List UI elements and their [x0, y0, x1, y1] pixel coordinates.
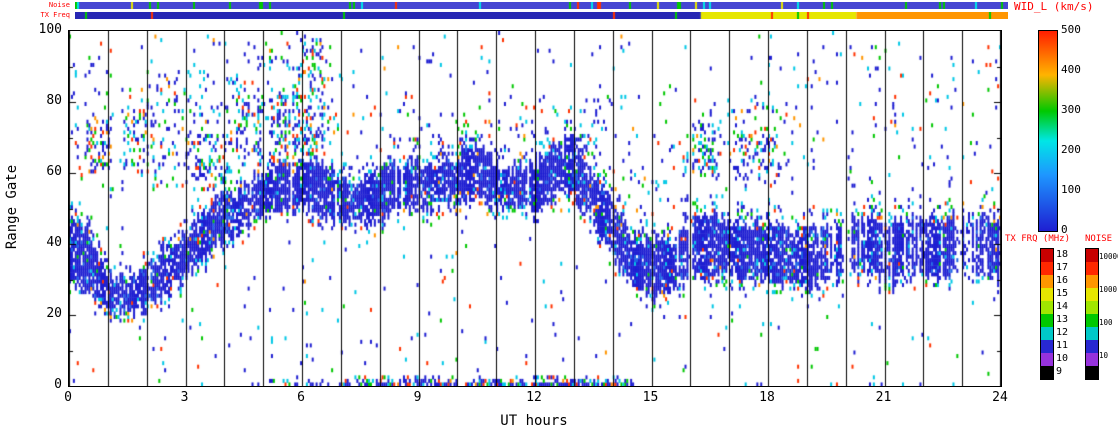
wid-colorbar-tick-label: 300: [1061, 103, 1081, 116]
freq-legend-block: [1041, 262, 1053, 275]
y-tick-label: 0: [54, 377, 62, 392]
freq-legend-tick-label: 14: [1056, 301, 1069, 312]
noise-legend-block: [1086, 340, 1098, 353]
freq-legend-block: [1041, 366, 1053, 379]
x-tick-label: 0: [64, 390, 72, 405]
y-tick-label: 80: [46, 93, 62, 108]
x-tick-label: 15: [642, 390, 659, 405]
freq-legend-tick-label: 10: [1056, 353, 1069, 364]
wid-colorbar-tick-label: 500: [1061, 23, 1081, 36]
noise-legend-block: [1086, 275, 1098, 288]
freq-legend-tick-label: 16: [1056, 275, 1069, 286]
txfreq-strip-label: TX Freq: [40, 11, 70, 19]
noise-strip: [75, 2, 1008, 9]
noise-legend-block: [1086, 262, 1098, 275]
x-tick-label: 24: [992, 390, 1008, 405]
freq-legend-block: [1041, 275, 1053, 288]
noise-legend-block: [1086, 327, 1098, 340]
freq-legend-blocks: [1040, 248, 1054, 380]
noise-legend-block: [1086, 288, 1098, 301]
freq-legend-tick-label: 12: [1056, 327, 1069, 338]
range-time-heatmap: [68, 30, 1002, 387]
noise-legend-block: [1086, 353, 1098, 366]
noise-legend-tick-label: 10: [1099, 351, 1109, 360]
noise-legend-tick-label: 1000: [1099, 285, 1118, 294]
freq-legend-block: [1041, 340, 1053, 353]
wid-colorbar-tick-label: 400: [1061, 63, 1081, 76]
wid-colorbar: [1038, 30, 1058, 232]
freq-legend-title: TX FRQ (MHz): [1005, 234, 1071, 244]
noise-legend-tick-label: 10000: [1099, 252, 1118, 261]
x-tick-label: 21: [875, 390, 892, 405]
wid-colorbar-tick-label: 0: [1061, 223, 1068, 236]
x-tick-label: 9: [413, 390, 422, 405]
noise-legend-tick-label: 100: [1099, 318, 1113, 327]
y-tick-label: 40: [46, 235, 62, 250]
x-axis-title: UT hours: [500, 413, 568, 429]
wid-colorbar-tick-label: 200: [1061, 143, 1081, 156]
noise-legend-block: [1086, 301, 1098, 314]
freq-legend-block: [1041, 249, 1053, 262]
freq-legend-tick-label: 9: [1056, 366, 1063, 377]
freq-legend-tick-label: 15: [1056, 288, 1069, 299]
freq-legend-block: [1041, 314, 1053, 327]
freq-legend-tick-label: 17: [1056, 262, 1069, 273]
noise-legend-block: [1086, 366, 1098, 379]
noise-legend-title: NOISE: [1085, 234, 1113, 244]
x-tick-label: 12: [526, 390, 542, 405]
freq-legend-block: [1041, 301, 1053, 314]
freq-legend-block: [1041, 353, 1053, 366]
freq-legend-tick-label: 11: [1056, 340, 1069, 351]
y-tick-label: 60: [46, 164, 62, 179]
freq-legend-tick-label: 18: [1056, 249, 1069, 260]
noise-legend-block: [1086, 249, 1098, 262]
noise-legend-blocks: [1085, 248, 1099, 380]
y-tick-label: 20: [46, 306, 62, 321]
freq-legend-block: [1041, 288, 1053, 301]
freq-legend-tick-label: 13: [1056, 314, 1069, 325]
x-tick-label: 3: [180, 390, 189, 405]
noise-legend-block: [1086, 314, 1098, 327]
x-tick-label: 18: [759, 390, 775, 405]
wid-colorbar-title: WID_L (km/s): [1014, 0, 1094, 13]
txfreq-strip: [75, 12, 1008, 19]
x-tick-label: 6: [297, 390, 305, 405]
y-tick-label: 100: [38, 22, 62, 37]
freq-legend-block: [1041, 327, 1053, 340]
noise-strip-label: Noise: [48, 1, 70, 9]
wid-colorbar-tick-label: 100: [1061, 183, 1081, 196]
